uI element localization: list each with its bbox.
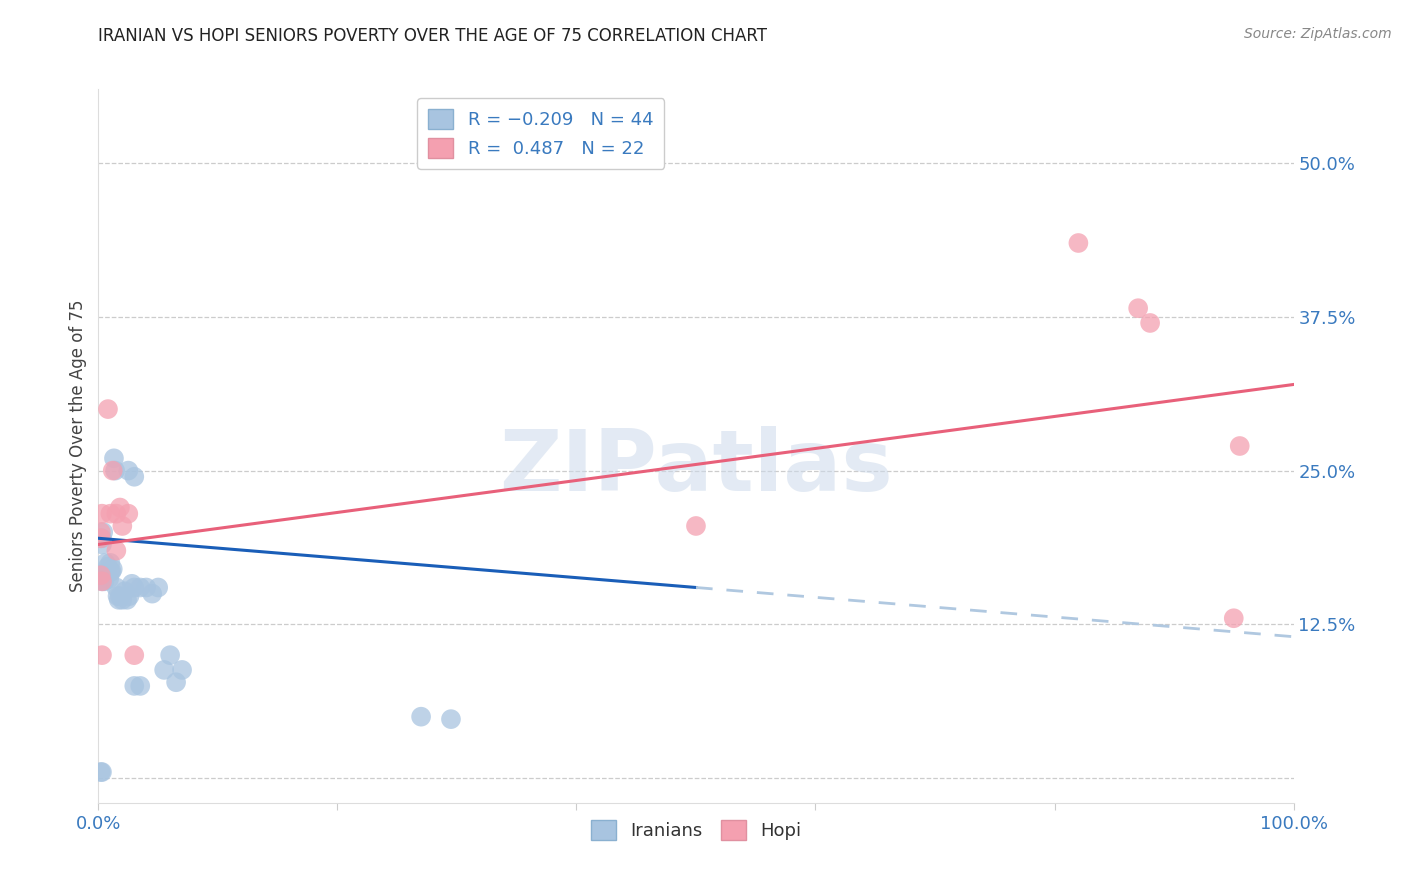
Point — [129, 581, 152, 595]
Point — [124, 648, 146, 662]
Point — [90, 568, 112, 582]
Point — [1229, 439, 1251, 453]
Point — [129, 679, 152, 693]
Point — [111, 592, 134, 607]
Point — [94, 556, 117, 570]
Point — [124, 469, 146, 483]
Text: ZIPatlas: ZIPatlas — [499, 425, 893, 509]
Point — [96, 565, 118, 579]
Point — [91, 525, 114, 540]
Point — [91, 574, 114, 589]
Point — [101, 562, 124, 576]
Point — [107, 589, 129, 603]
Point — [118, 589, 141, 603]
Point — [90, 568, 112, 582]
Point — [100, 565, 122, 579]
Point — [98, 565, 122, 579]
Point — [91, 568, 114, 582]
Point — [159, 648, 181, 662]
Y-axis label: Seniors Poverty Over the Age of 75: Seniors Poverty Over the Age of 75 — [69, 300, 87, 592]
Point — [121, 576, 143, 591]
Point — [91, 765, 114, 780]
Point — [107, 592, 129, 607]
Point — [685, 519, 707, 533]
Point — [105, 581, 128, 595]
Point — [90, 531, 112, 545]
Point — [114, 584, 136, 599]
Point — [90, 765, 112, 780]
Point — [153, 663, 176, 677]
Point — [411, 709, 433, 723]
Point — [1067, 235, 1090, 250]
Point — [1223, 611, 1246, 625]
Point — [98, 507, 122, 521]
Point — [105, 543, 128, 558]
Point — [141, 587, 163, 601]
Point — [124, 679, 146, 693]
Point — [103, 451, 125, 466]
Point — [91, 537, 114, 551]
Point — [91, 531, 114, 545]
Point — [165, 675, 187, 690]
Point — [124, 581, 146, 595]
Point — [90, 531, 112, 545]
Point — [91, 648, 114, 662]
Text: Source: ZipAtlas.com: Source: ZipAtlas.com — [1244, 27, 1392, 41]
Point — [93, 574, 115, 589]
Point — [91, 507, 114, 521]
Point — [117, 507, 139, 521]
Text: IRANIAN VS HOPI SENIORS POVERTY OVER THE AGE OF 75 CORRELATION CHART: IRANIAN VS HOPI SENIORS POVERTY OVER THE… — [98, 27, 768, 45]
Point — [108, 500, 131, 515]
Point — [90, 525, 112, 540]
Point — [104, 464, 127, 478]
Point — [440, 712, 463, 726]
Point — [1139, 316, 1161, 330]
Point — [135, 581, 157, 595]
Point — [101, 464, 124, 478]
Point — [108, 589, 131, 603]
Point — [1128, 301, 1150, 316]
Point — [98, 556, 122, 570]
Point — [97, 402, 120, 417]
Legend: Iranians, Hopi: Iranians, Hopi — [583, 813, 808, 847]
Point — [117, 464, 139, 478]
Point — [105, 507, 128, 521]
Point — [97, 559, 120, 574]
Point — [148, 581, 170, 595]
Point — [172, 663, 194, 677]
Point — [91, 574, 114, 589]
Point — [115, 592, 138, 607]
Point — [111, 519, 134, 533]
Point — [98, 572, 121, 586]
